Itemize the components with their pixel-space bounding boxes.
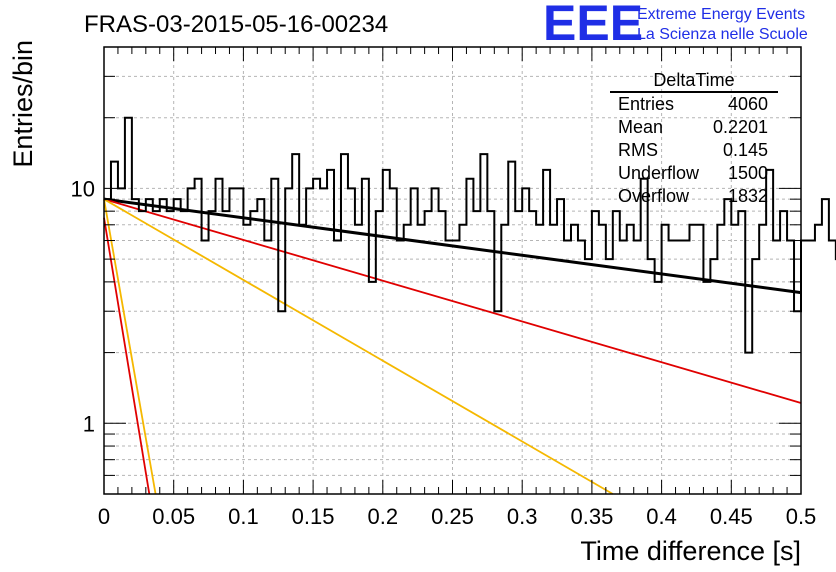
histogram-outline [104, 116, 836, 354]
x-tick-label: 0.3 [507, 504, 538, 529]
x-tick-label: 0 [98, 504, 110, 529]
fit-line [103, 198, 614, 495]
stats-overflow-value: 1832 [728, 186, 768, 206]
stats-mean-value: 0.2201 [713, 117, 768, 137]
x-tick-label: 0.05 [152, 504, 195, 529]
y-tick-label: 1 [83, 411, 95, 436]
stats-title: DeltaTime [653, 70, 734, 90]
stats-overflow-label: Overflow [618, 186, 690, 206]
x-tick-label: 0.2 [368, 504, 399, 529]
fit-line [103, 198, 802, 404]
y-tick-label: 10 [71, 176, 95, 201]
x-tick-label: 0.5 [786, 504, 817, 529]
stats-entries-label: Entries [618, 94, 674, 114]
y-tick-labels: 1 10 [71, 176, 95, 436]
stats-entries-value: 4060 [728, 94, 768, 114]
x-tick-label: 0.15 [292, 504, 335, 529]
x-tick-label: 0.25 [431, 504, 474, 529]
grid [104, 46, 801, 495]
logo-mark: EEE [543, 0, 643, 51]
fit-line [103, 217, 151, 495]
stats-rms-value: 0.145 [723, 140, 768, 160]
y-axis-label: Entries/bin [8, 40, 38, 168]
x-tick-label: 0.1 [228, 504, 259, 529]
stats-mean-label: Mean [618, 117, 663, 137]
logo-line1: Extreme Energy Events [637, 6, 805, 23]
x-tick-label: 0.4 [646, 504, 677, 529]
axis-ticks [103, 46, 802, 495]
fit-line [103, 197, 802, 295]
x-tick-label: 0.45 [710, 504, 753, 529]
fit-lines [103, 197, 802, 495]
logo: EEE Extreme Energy Events La Scienza nel… [543, 0, 808, 51]
stats-box: DeltaTime Entries 4060 Mean 0.2201 RMS 0… [610, 70, 778, 206]
x-axis-label: Time difference [s] [580, 536, 801, 566]
stats-rms-label: RMS [618, 140, 658, 160]
x-tick-label: 0.35 [570, 504, 613, 529]
x-tick-labels: 0 0.05 0.1 0.15 0.2 0.25 0.3 0.35 0.4 0.45 0.5 [98, 504, 816, 529]
stats-underflow-label: Underflow [618, 163, 700, 183]
fit-line [103, 199, 157, 495]
chart-title: FRAS-03-2015-05-16-00234 [84, 11, 388, 38]
histogram [104, 116, 836, 354]
logo-line2: La Scienza nelle Scuole [637, 26, 808, 43]
stats-underflow-value: 1500 [728, 163, 768, 183]
